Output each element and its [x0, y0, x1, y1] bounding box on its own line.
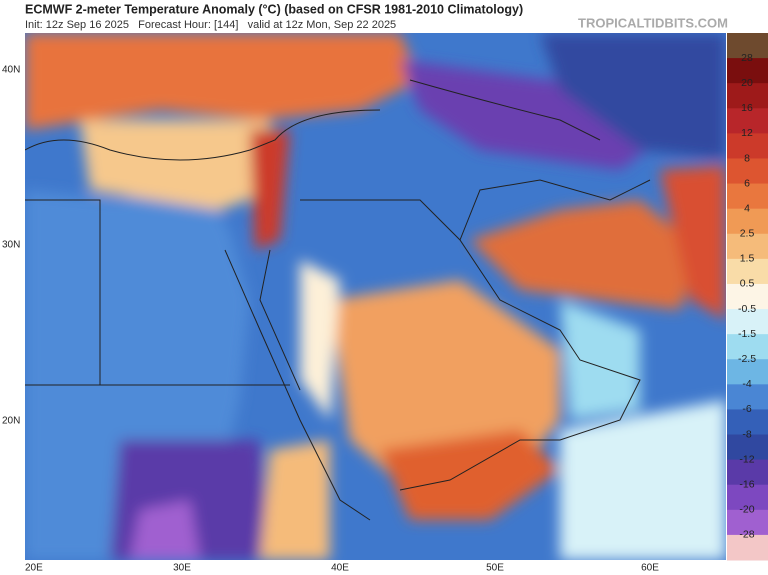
colorbar-swatch	[727, 509, 768, 536]
colorbar-swatch	[727, 33, 768, 59]
lat-label: 20N	[2, 416, 20, 427]
colorbar-label: -1.5	[738, 328, 756, 340]
colorbar-label: 0.5	[740, 278, 755, 290]
colorbar-swatch	[727, 258, 768, 285]
colorbar-swatch	[727, 534, 768, 561]
colorbar-label: -8	[742, 428, 751, 440]
title: ECMWF 2-meter Temperature Anomaly (°C) (…	[25, 2, 523, 16]
colorbar-label: -2.5	[738, 353, 756, 365]
colorbar-label: 8	[744, 152, 750, 164]
colorbar-swatch	[727, 83, 768, 109]
lon-label: 30E	[173, 563, 191, 574]
lon-label: 50E	[486, 563, 504, 574]
colorbar-swatch	[727, 133, 768, 159]
colorbar-label: 16	[741, 102, 753, 114]
colorbar-swatch	[727, 208, 768, 235]
colorbar-label: -6	[742, 403, 751, 415]
colorbar-label: -20	[739, 504, 754, 516]
colorbar-swatch	[727, 233, 768, 260]
lon-label: 20E	[25, 563, 43, 574]
colorbar: 28 20 16 12 8 6 4 2.5 1.5 0.5 -0.5 -1.5 -2.5 -4 -6 -8 -1…	[727, 33, 768, 561]
colorbar-label: -12	[739, 453, 754, 465]
lat-label: 40N	[2, 65, 20, 76]
colorbar-label: -4	[742, 378, 751, 390]
lon-label: 60E	[641, 563, 659, 574]
colorbar-swatch	[727, 283, 768, 310]
colorbar-swatch	[727, 58, 768, 84]
subtitle: Init: 12z Sep 16 2025 Forecast Hour: [14…	[25, 19, 396, 31]
colorbar-label: -28	[739, 529, 754, 541]
colorbar-swatch	[727, 334, 768, 360]
colorbar-swatch	[727, 484, 768, 511]
colorbar-swatch	[727, 158, 768, 185]
colorbar-swatch	[727, 434, 768, 461]
colorbar-swatch	[727, 384, 768, 410]
colorbar-swatch	[727, 309, 768, 335]
colorbar-label: 6	[744, 177, 750, 189]
colorbar-label: 28	[741, 52, 753, 64]
lat-label: 30N	[2, 240, 20, 251]
colorbar-label: 1.5	[740, 253, 755, 265]
colorbar-label: 12	[741, 127, 753, 139]
colorbar-swatch	[727, 459, 768, 486]
colorbar-label: 2.5	[740, 228, 755, 240]
colorbar-label: -0.5	[738, 303, 756, 315]
colorbar-swatch	[727, 108, 768, 134]
watermark: TROPICALTIDBITS.COM	[578, 15, 728, 30]
axes: 40N 30N 20N 20E 30E 40E 50E 60E	[2, 65, 659, 574]
colorbar-label: 20	[741, 77, 753, 89]
colorbar-swatch	[727, 359, 768, 385]
colorbar-swatch	[727, 409, 768, 436]
map	[25, 33, 726, 560]
colorbar-swatch	[727, 183, 768, 210]
colorbar-label: 4	[744, 202, 750, 214]
colorbar-label: -16	[739, 478, 754, 490]
lon-label: 40E	[331, 563, 349, 574]
